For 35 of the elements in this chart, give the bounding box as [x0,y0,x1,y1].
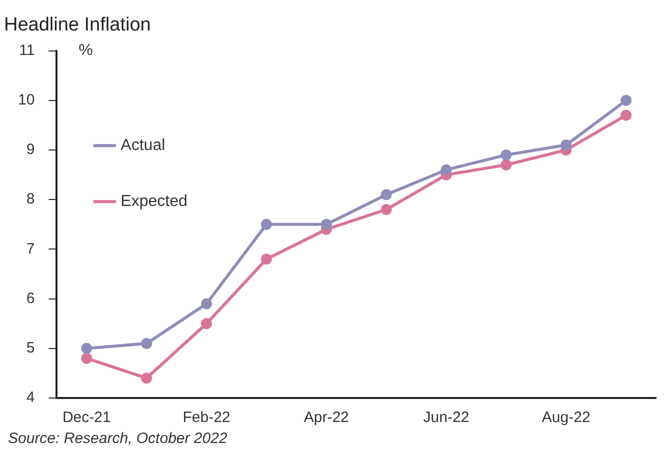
x-tick-label: Feb-22 [182,409,230,426]
y-tick-label: 9 [26,141,35,158]
y-tick-label: 10 [18,92,35,109]
point [500,159,512,170]
chart-title: Headline Inflation [4,14,151,36]
point [500,149,512,160]
source-note: Source: Research, October 2022 [8,430,228,447]
point [260,254,272,265]
x-tick-label: Jun-22 [423,409,470,426]
point [440,164,452,176]
x-tick-label: Dec-21 [62,409,111,426]
x-tick-label: Aug-22 [542,409,590,426]
point [81,342,92,354]
point [201,318,212,330]
point [620,94,632,106]
point [380,189,392,200]
y-tick-label: 5 [26,340,35,357]
point [81,352,92,364]
point [201,298,212,310]
point [620,110,632,121]
y-tick-label: 8 [26,190,35,208]
y-tick-label: 4 [26,389,35,406]
point [380,204,392,216]
point [320,218,332,230]
y-tick-label: 11 [19,42,35,59]
x-tick-label: Apr-22 [304,409,349,426]
y-tick-label: 7 [26,240,35,258]
y-tick-label: 6 [26,290,35,307]
point [560,140,572,151]
y-axis-title: % [78,42,93,60]
point [141,338,152,349]
point [141,372,152,384]
legend-label: Actual [120,137,166,154]
point [260,218,272,230]
legend-label: Expected [120,193,188,210]
